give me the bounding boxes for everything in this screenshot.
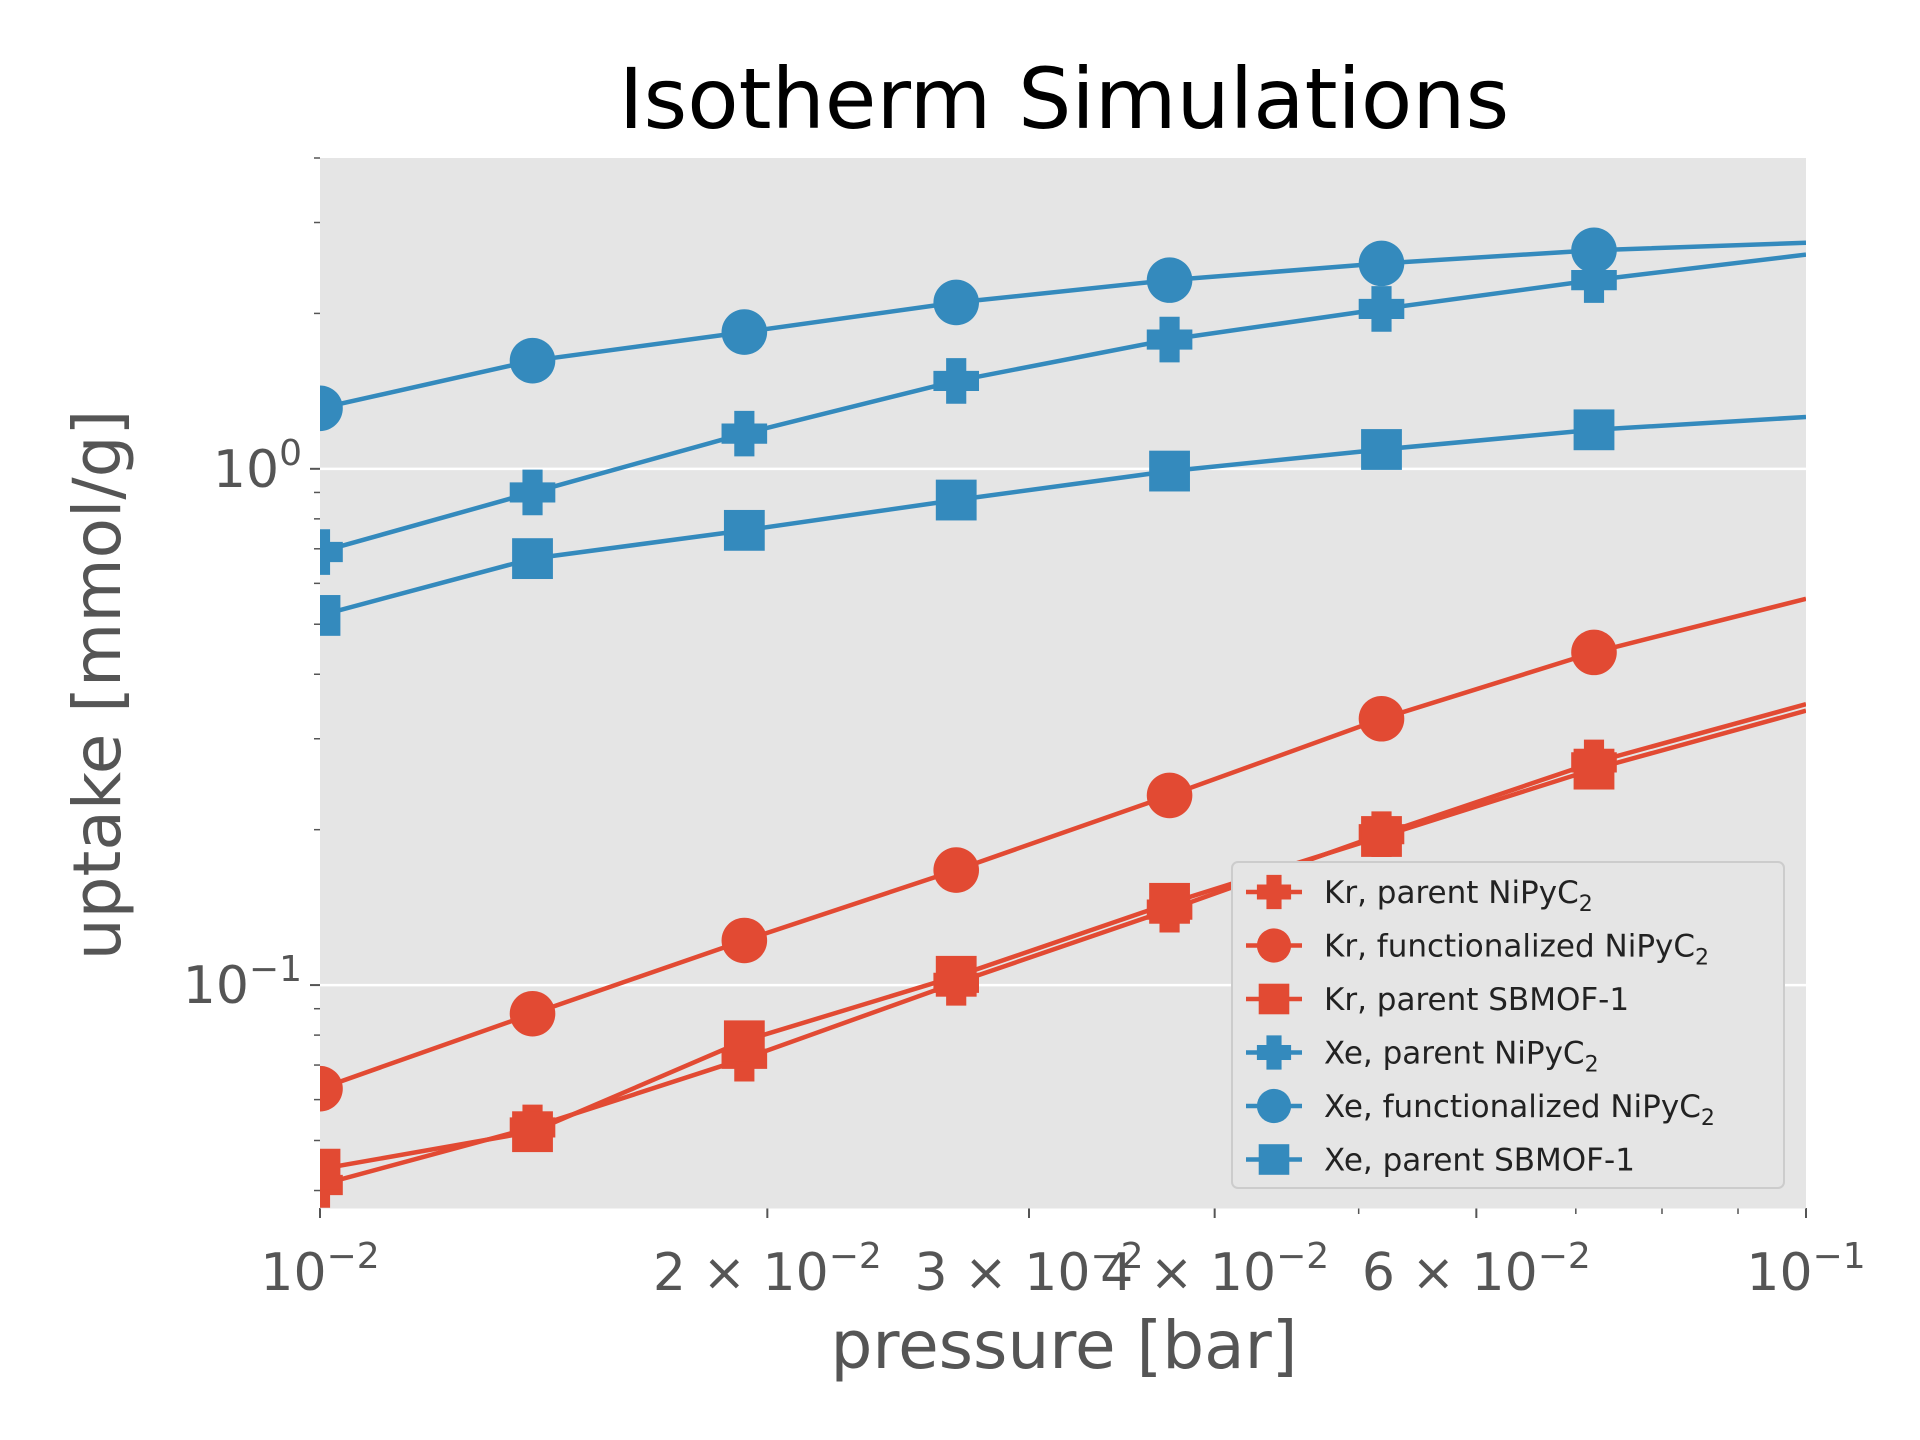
data-point [1149,882,1190,924]
data-point [723,1020,765,1062]
y-tick-label: 100 [213,433,302,500]
x-tick-label: 4 × 10−2 [1100,1236,1329,1303]
series-layer [320,227,1806,1208]
legend-item: Kr, parent NiPyC2 [1246,874,1593,917]
legend-label: Kr, functionalized NiPyC2 [1324,929,1709,971]
legend-label: Xe, parent SBMOF-1 [1324,1143,1635,1179]
x-tick-label: 6 × 10−2 [1362,1236,1591,1303]
data-point [509,337,556,384]
legend-box [1231,861,1785,1189]
legend-item: Kr, parent SBMOF-1 [1246,982,1629,1018]
data-point [933,279,980,326]
legend-label: Kr, parent NiPyC2 [1324,875,1593,917]
legend-label: Kr, parent SBMOF-1 [1324,982,1629,1018]
data-point [1571,257,1617,303]
legend-label: Xe, functionalized NiPyC2 [1324,1089,1715,1131]
legend-item: Xe, functionalized NiPyC2 [1246,1088,1715,1131]
y-tick-label: 10−1 [183,949,302,1016]
data-point [723,509,765,551]
data-point [721,410,768,457]
legend: Kr, parent NiPyC2 Kr, functionalized NiPy… [1231,861,1785,1189]
data-point [1361,429,1402,470]
chart-title: Isotherm Simulations [619,50,1510,148]
data-point [1256,1035,1292,1070]
data-point [320,1065,343,1112]
data-point [509,990,556,1037]
data-point [1146,772,1193,819]
data-point [320,385,343,432]
data-point [1358,695,1405,742]
data-point [1573,748,1615,790]
data-point [933,358,980,404]
y-axis-label: uptake [mmol/g] [59,410,136,960]
data-point [935,479,977,521]
data-point [1358,240,1405,287]
data-point [509,469,556,516]
legend-item: Xe, parent SBMOF-1 [1246,1143,1635,1179]
data-point [933,847,980,893]
data-point [512,538,553,580]
data-point [721,917,768,964]
x-tick-label: 10−1 [1746,1236,1865,1303]
series-xe-plus [320,252,1806,575]
data-point [1256,1088,1292,1124]
series-line [320,240,1806,411]
axis-ticks: 10−1 100 10−2 2 × 10−2 3 × 10−24 × 10−2 6 × 1… [183,157,1866,1303]
legend-item: Xe, parent NiPyC2 [1246,1035,1599,1078]
data-point [1256,928,1292,963]
series-xe-circle [320,227,1806,432]
series-line [320,414,1806,618]
data-point [1256,874,1292,910]
series-line [320,708,1806,1172]
data-point [1149,450,1190,492]
data-point [1358,286,1405,332]
data-point [320,595,341,636]
legend-label: Xe, parent NiPyC2 [1324,1036,1599,1078]
data-point [1571,629,1617,676]
data-point [1146,316,1193,363]
series-xe-square [320,409,1806,636]
x-tick-label: 10−2 [260,1236,379,1303]
series-line [320,596,1806,1091]
data-point [1361,816,1402,857]
x-axis-label: pressure [bar] [830,1307,1297,1384]
series-line [320,252,1806,555]
series-kr-circle [320,596,1806,1112]
data-point [1146,257,1193,303]
x-tick-label: 3 × 10−2 [915,1236,1144,1303]
data-point [320,529,343,575]
series-group [320,227,1806,1208]
data-point [1573,409,1615,451]
data-point [721,309,768,355]
legend-item: Kr, functionalized NiPyC2 [1246,928,1709,971]
data-point [935,955,977,997]
x-tick-label: 2 × 10−2 [653,1236,882,1303]
data-point [512,1111,553,1153]
data-point [1571,227,1617,274]
data-point [1258,1144,1290,1175]
data-point [1258,983,1290,1015]
data-point [320,1148,341,1190]
series-kr-square [320,708,1806,1190]
